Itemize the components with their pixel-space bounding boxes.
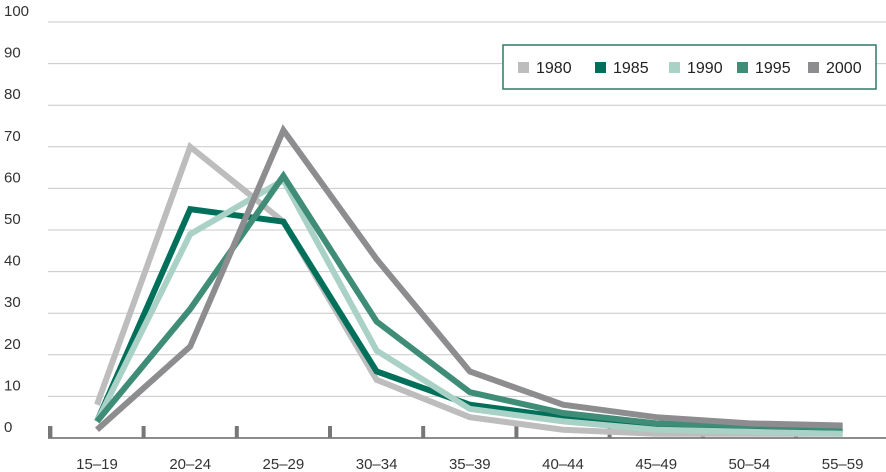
series-line-1990 <box>94 175 843 437</box>
legend-swatch-1985 <box>595 62 606 73</box>
legend-swatch-1980 <box>518 62 529 73</box>
y-tick-label: 0 <box>4 419 12 436</box>
series-line-2000 <box>95 124 843 432</box>
x-tick-label: 50–54 <box>729 456 771 472</box>
legend-swatch-1995 <box>737 62 748 73</box>
x-tick-label: 45–49 <box>635 456 677 472</box>
series-line-1995 <box>94 170 843 431</box>
legend-label: 1980 <box>536 60 572 77</box>
y-tick-label: 20 <box>4 336 21 353</box>
y-tick-label: 30 <box>4 294 21 311</box>
y-tick-label: 60 <box>4 169 21 186</box>
legend: 1980 1985 1990 1995 2000 <box>502 44 877 90</box>
y-tick-label: 90 <box>4 45 21 62</box>
x-tick-label: 25–29 <box>263 456 305 472</box>
x-tick-label: 40–44 <box>542 456 584 472</box>
legend-label: 2000 <box>826 60 862 77</box>
legend-label: 1995 <box>755 60 791 77</box>
y-tick-label: 80 <box>4 86 21 103</box>
legend-label: 1990 <box>687 60 723 77</box>
y-tick-label: 100 <box>4 3 29 20</box>
axes: 0 10 20 30 40 50 60 70 80 90 100 15–19 20–24 25–29 30–… <box>4 3 886 472</box>
x-tick-label: 20–24 <box>169 456 211 472</box>
x-tick-label: 30–34 <box>356 456 398 472</box>
series-line-1985 <box>94 205 843 435</box>
x-tick-label: 55–59 <box>822 456 864 472</box>
legend-label: 1985 <box>613 60 649 77</box>
y-tick-label: 40 <box>4 253 21 270</box>
y-tick-label: 70 <box>4 128 21 145</box>
legend-swatch-1990 <box>669 62 680 73</box>
y-tick-label: 50 <box>4 211 21 228</box>
legend-swatch-2000 <box>808 62 819 73</box>
series-lines <box>94 124 843 437</box>
x-tick-label: 15–19 <box>76 456 118 472</box>
x-tick-label: 35–39 <box>449 456 491 472</box>
y-tick-label: 10 <box>4 377 21 394</box>
